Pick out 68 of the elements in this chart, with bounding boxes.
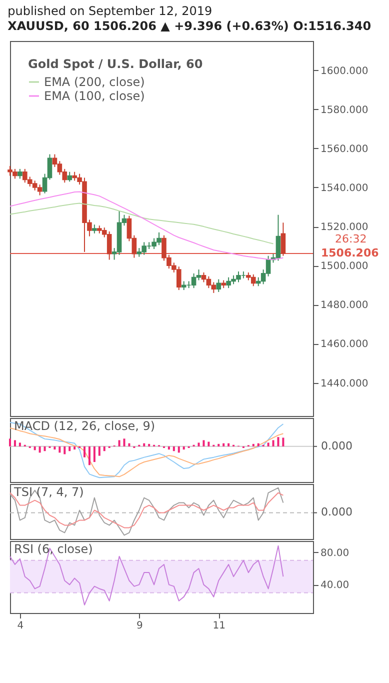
bar (44, 446, 46, 452)
y-tick-label: 1600.000 (320, 66, 368, 77)
candlestick (216, 278, 222, 292)
bar (18, 442, 21, 446)
bar (182, 446, 185, 450)
bar (148, 444, 150, 446)
ref-line-label: 0.000 (321, 506, 352, 519)
bar (64, 446, 66, 454)
bar (172, 446, 175, 452)
chart-title: published on September 12, 2019 (8, 4, 212, 18)
bar (222, 443, 225, 446)
bar (202, 440, 205, 446)
bar (14, 440, 16, 446)
y-tick-label: 1440.000 (320, 378, 368, 390)
chart-subtitle: XAUUSD, 60 1506.206 ▲ +9.396 (+0.63%) O:1516.340 (8, 19, 372, 33)
bar (9, 438, 11, 446)
bar (178, 446, 180, 453)
bar (282, 438, 284, 446)
y-tick-label: 1500.000 (320, 261, 368, 272)
x-tick-label: 9 (136, 620, 143, 632)
bar (168, 446, 170, 450)
line-series (10, 202, 274, 244)
bar (34, 446, 36, 450)
y-tick-label: 1560.000 (320, 144, 368, 155)
bar (54, 446, 56, 450)
bar (74, 446, 76, 450)
bar (228, 443, 230, 446)
bar (93, 446, 96, 462)
chart-title: TSI (7, 4, 7) (13, 485, 84, 499)
y-tick-label: 1580.000 (320, 104, 368, 116)
x-tick-label: 4 (17, 620, 24, 632)
y-tick-label: 1460.000 (320, 339, 368, 350)
bar (208, 442, 210, 446)
y-tick-label: 1480.000 (320, 300, 368, 312)
x-tick-label: 11 (212, 620, 226, 632)
candlestick (18, 168, 22, 180)
bar (257, 443, 260, 446)
chart-title: RSI (6, close) (14, 542, 93, 556)
bar (267, 442, 270, 446)
bar (118, 440, 120, 446)
bar (198, 442, 200, 446)
bar (88, 446, 90, 466)
y-tick-label: 80.00 (320, 548, 350, 559)
bar (272, 440, 274, 446)
ref-line-label: 1506.206 (321, 246, 380, 260)
candlestick (67, 171, 72, 182)
bar (38, 446, 41, 453)
bar (277, 437, 280, 446)
legend-label: EMA (100, close) (44, 89, 145, 103)
y-tick-label: 1520.000 (320, 222, 368, 234)
line-series (10, 545, 284, 606)
y-tick-label: 1540.000 (320, 182, 368, 194)
bar (98, 446, 100, 456)
bar (103, 446, 106, 452)
y-tick-label: 40.00 (320, 580, 350, 592)
legend-label: EMA (200, close) (44, 75, 145, 89)
legend-title: Gold Spot / U.S. Dollar, 60 (28, 57, 203, 71)
bar (123, 438, 126, 446)
bar (143, 443, 146, 446)
candlestick (280, 222, 286, 256)
bar (252, 444, 254, 446)
ref-line-label: 0.000 (321, 439, 352, 452)
bar (84, 446, 86, 458)
bar (68, 446, 71, 452)
text: 26:32 (335, 232, 367, 246)
bar (58, 446, 61, 453)
bar (218, 444, 220, 446)
bar (128, 443, 130, 446)
